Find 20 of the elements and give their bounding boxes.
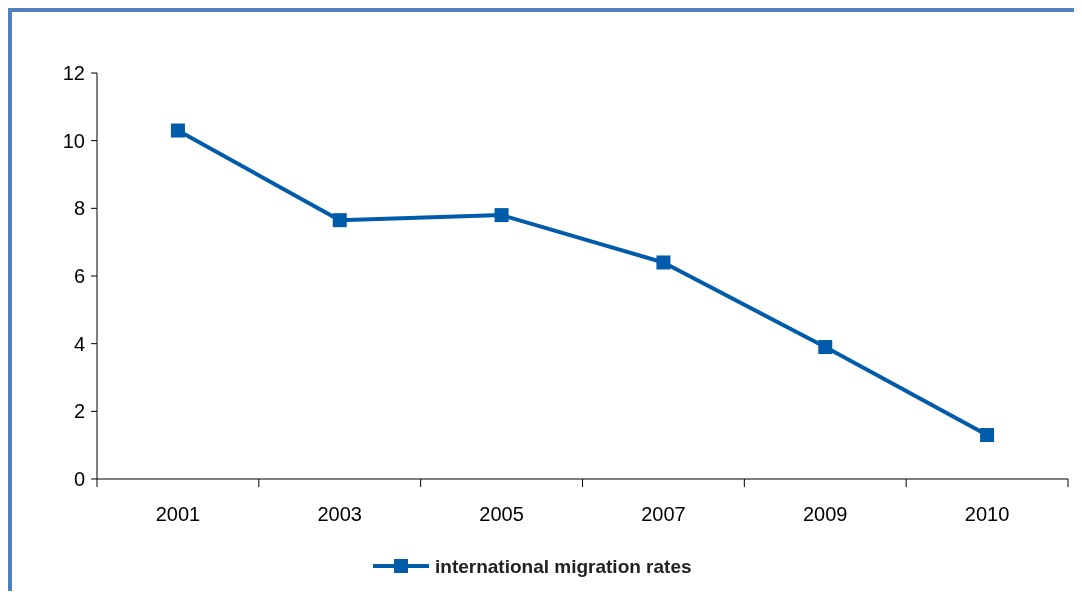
x-tick-label: 2005: [479, 503, 524, 525]
y-tick-label: 8: [73, 197, 85, 220]
y-tick-label: 2: [73, 400, 85, 423]
y-tick-label: 12: [62, 62, 85, 84]
y-tick-label: 10: [62, 129, 85, 152]
point: [980, 428, 995, 443]
point: [818, 340, 833, 355]
y-tick-label: 4: [73, 332, 85, 355]
point: [332, 213, 347, 228]
x-tick-label: 2009: [803, 503, 848, 525]
legend-label: international migration rates: [435, 555, 692, 577]
x-tick-label: 2001: [155, 503, 201, 525]
point: [656, 255, 671, 270]
y-tick-label: 6: [73, 265, 85, 287]
x-tick-label: 2010: [964, 503, 1010, 525]
x-tick-label: 2003: [317, 503, 362, 525]
point: [494, 208, 509, 223]
y-tick-label: 0: [73, 468, 85, 490]
point: [170, 123, 185, 138]
x-tick-label: 2007: [641, 503, 686, 525]
